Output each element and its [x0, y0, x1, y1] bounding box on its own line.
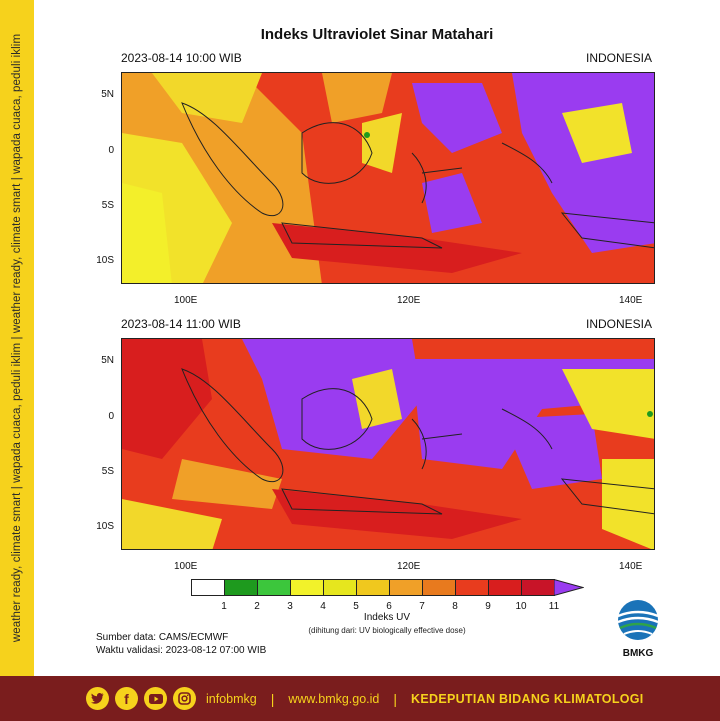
panel-1-datetime: 2023-08-14 10:00 WIB — [121, 51, 242, 65]
panel-2-lat-10s: 10S — [96, 521, 114, 532]
panel-1-lat-5n: 5N — [101, 89, 114, 100]
data-source: Sumber data: CAMS/ECMWF — [96, 632, 229, 643]
instagram-icon[interactable] — [173, 687, 196, 710]
colorbar-title: Indeks UV — [363, 612, 411, 623]
colorbar-swatch — [290, 579, 324, 596]
side-banner: weather ready, climate smart | wapada cu… — [0, 0, 34, 676]
colorbar-swatch — [323, 579, 357, 596]
panel-2-region: INDONESIA — [586, 317, 653, 331]
footer-handle[interactable]: infobmkg — [206, 691, 257, 706]
colorbar-swatch — [488, 579, 522, 596]
colorbar-extend-arrow — [554, 579, 584, 596]
panel-2-lat-5n: 5N — [101, 355, 114, 366]
colorbar-swatch — [257, 579, 291, 596]
colorbar-swatch — [224, 579, 258, 596]
panel-2-lon-140e: 140E — [619, 561, 643, 572]
colorbar-swatch — [356, 579, 390, 596]
colorbar-swatch — [191, 579, 225, 596]
panel-1-lon-100e: 100E — [174, 295, 198, 306]
panel-2-datetime: 2023-08-14 11:00 WIB — [121, 317, 241, 331]
footer-bar: f infobmkg | www.bmkg.go.id | KEDEPUTIAN… — [0, 676, 720, 721]
colorbar-label: 1 — [221, 601, 227, 612]
panel-1-lon-140e: 140E — [619, 295, 643, 306]
colorbar-label: 5 — [353, 601, 359, 612]
colorbar-label: 9 — [485, 601, 491, 612]
uv-map-panel-1 — [121, 72, 655, 284]
colorbar-swatch — [521, 579, 555, 596]
colorbar-subtitle: (dihitung dari: UV biologically effectiv… — [308, 626, 466, 635]
colorbar-label: 7 — [419, 601, 425, 612]
colorbar-label: 4 — [320, 601, 326, 612]
footer-separator: | — [270, 690, 275, 707]
colorbar-label: 3 — [287, 601, 293, 612]
panel-1-lon-120e: 120E — [397, 295, 421, 306]
youtube-icon[interactable] — [144, 687, 167, 710]
panel-1-lat-10s: 10S — [96, 255, 114, 266]
colorbar-label: 2 — [254, 601, 260, 612]
colorbar-label: 11 — [548, 601, 560, 612]
colorbar-label: 8 — [452, 601, 458, 612]
colorbar-swatch — [422, 579, 456, 596]
panel-2-lat-0: 0 — [108, 411, 114, 422]
validation-time: Waktu validasi: 2023-08-12 07:00 WIB — [96, 645, 267, 656]
colorbar-swatch — [455, 579, 489, 596]
panel-1-lat-0: 0 — [108, 145, 114, 156]
twitter-icon[interactable] — [86, 687, 109, 710]
panel-1-lat-5s: 5S — [101, 200, 114, 211]
facebook-icon[interactable]: f — [115, 687, 138, 710]
footer-website-link[interactable]: www.bmkg.go.id — [288, 691, 380, 706]
colorbar-swatch — [389, 579, 423, 596]
map-title: Indeks Ultraviolet Sinar Matahari — [260, 26, 494, 43]
bmkg-logo-text: BMKG — [622, 648, 654, 659]
bmkg-logo-icon — [610, 598, 666, 664]
uv-map-panel-2 — [121, 338, 655, 550]
footer-department: KEDEPUTIAN BIDANG KLIMATOLOGI — [411, 691, 644, 706]
panel-1-region: INDONESIA — [586, 51, 653, 65]
panel-2-lon-100e: 100E — [174, 561, 198, 572]
footer-separator: | — [393, 690, 398, 707]
panel-2-lon-120e: 120E — [397, 561, 421, 572]
colorbar-label: 6 — [386, 601, 392, 612]
side-banner-text: weather ready, climate smart | wapada cu… — [11, 33, 23, 643]
colorbar-label: 10 — [515, 601, 527, 612]
panel-2-lat-5s: 5S — [101, 466, 114, 477]
